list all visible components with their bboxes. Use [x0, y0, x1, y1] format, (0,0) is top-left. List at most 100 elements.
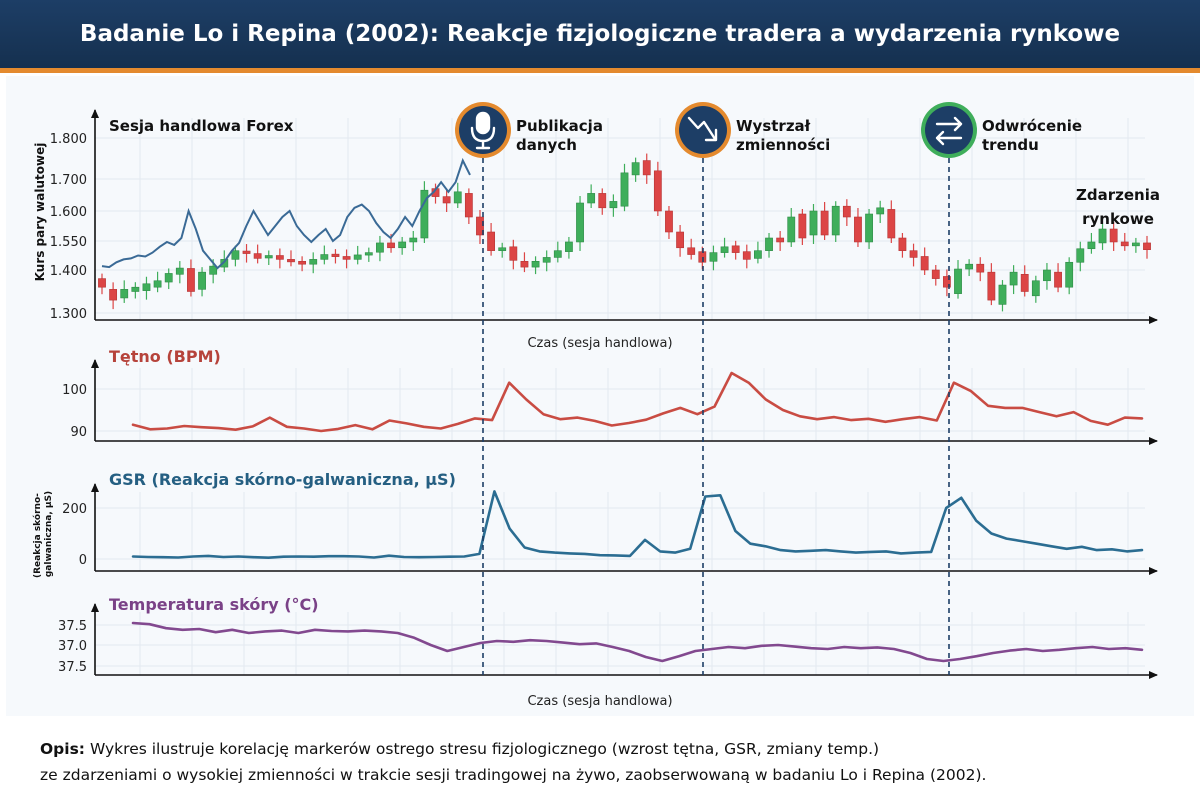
hr-chart-title: Tętno (BPM): [109, 347, 221, 366]
candle-body: [609, 201, 618, 209]
price-series-line: [101, 157, 471, 270]
candle-body: [376, 242, 384, 253]
candle-body: [798, 213, 807, 239]
microphone-icon: [470, 111, 496, 150]
candle-body: [464, 193, 473, 218]
description-line2: ze zdarzeniami o wysokiej zmienności w t…: [40, 766, 987, 784]
event-marker-disc: [925, 106, 973, 154]
candle-body: [1020, 273, 1029, 292]
candle-body: [487, 231, 495, 251]
description-text1: Wykres ilustruje korelację markerów ostr…: [89, 740, 880, 758]
trend-line: [687, 116, 717, 141]
candle-body: [731, 245, 740, 253]
candle-body: [687, 247, 696, 255]
page-title-text: Badanie Lo i Repina (2002): Reakcje fizj…: [79, 21, 1121, 47]
reverse-arrows-icon: [935, 116, 963, 146]
header-accent-line: [0, 68, 1200, 73]
candle-body: [275, 255, 284, 260]
candle-body: [320, 254, 329, 260]
candle-body: [776, 237, 785, 243]
event-marker-3: [921, 102, 977, 158]
candle-body: [820, 210, 829, 236]
y-tick-label: 1.400: [50, 264, 87, 279]
description-label: Opis:: [40, 740, 86, 758]
candle-body: [120, 289, 129, 299]
candle-body: [231, 250, 240, 260]
y-tick-label: 200: [62, 502, 87, 517]
arrow-head: [704, 128, 718, 142]
candle-body: [720, 246, 729, 253]
candle-body: [954, 268, 962, 294]
candle-body: [1076, 248, 1085, 263]
candle-body: [887, 209, 896, 239]
candle-body: [665, 210, 673, 233]
candle-body: [1065, 261, 1074, 288]
candles-layer: [98, 153, 1151, 312]
candle-body: [598, 193, 607, 209]
candle-body: [765, 237, 773, 251]
candle-body: [631, 162, 640, 176]
y-tick-label: 37.5: [58, 660, 87, 675]
event-label-line1: Publikacja: [516, 117, 603, 135]
candle-body: [809, 210, 818, 236]
event-marker-disc: [679, 106, 727, 154]
candle-body: [942, 276, 951, 288]
temp-chart-title: Temperatura skóry (°C): [109, 595, 319, 614]
candle-body: [198, 271, 206, 290]
gsr-y-axis-label-line2: galwaniczna, µS): [44, 491, 54, 577]
candle-body: [98, 278, 106, 288]
candle-body: [298, 260, 307, 265]
event-marker-1: [455, 102, 511, 158]
arrow-left: [935, 130, 963, 146]
description-line1: Opis: Wykres ilustruje korelację markeró…: [40, 736, 1170, 762]
candle-body: [831, 205, 840, 236]
price-chart-title: Sesja handlowa Forex: [109, 117, 294, 135]
event-label-line1: Wystrzał: [736, 117, 811, 135]
candle-body: [587, 193, 596, 204]
candle-body: [542, 257, 551, 263]
page-title: Badanie Lo i Repina (2002): Reakcje fizj…: [0, 0, 1200, 68]
candle-body: [1087, 241, 1096, 250]
event-label-line2: danych: [516, 136, 577, 154]
gsr-y-axis-label-line1: (Reakcja skórno-: [32, 493, 43, 578]
gsr-line: [131, 490, 1144, 559]
candle-body: [787, 216, 796, 243]
stress-chart: 1.800 1.700 1.600 1.550 1.400 1.300 100 90 200 0 3…: [32, 102, 1160, 709]
y-tick-label: 100: [62, 383, 87, 398]
candle-body: [364, 252, 373, 256]
candle-body: [142, 283, 151, 291]
gsr-y-axis-label: (Reakcja skórno- galwaniczna, µS): [32, 490, 54, 578]
candle-body: [220, 259, 229, 268]
y-tick-label: 1.700: [50, 173, 87, 188]
candle-body: [876, 207, 885, 215]
candle-body: [642, 160, 651, 176]
skin-temp-line: [131, 621, 1144, 663]
candle-body: [442, 196, 451, 204]
y-tick-label: 1.300: [50, 307, 87, 322]
y-tick-label: 1.600: [50, 205, 87, 220]
candle-body: [1031, 280, 1040, 297]
candle-body: [1054, 271, 1062, 288]
candle-body: [242, 250, 251, 254]
candle-body: [398, 241, 407, 249]
candle-body: [754, 250, 762, 259]
candle-body: [175, 267, 184, 275]
candle-body: [565, 241, 573, 252]
candle-body: [498, 247, 507, 251]
candle-body: [264, 255, 273, 259]
axes-layer: [91, 109, 1158, 679]
candle-body: [920, 256, 929, 271]
candle-body: [187, 268, 195, 292]
price-y-axis-label: Kurs pary walutowej: [33, 143, 47, 282]
candle-body: [1120, 241, 1129, 247]
candle-body: [1109, 228, 1118, 243]
candle-body: [742, 251, 751, 260]
side-label-line1: Zdarzenia: [1076, 186, 1160, 204]
mic-body: [475, 111, 491, 135]
candle-body: [253, 253, 262, 259]
event-label-line2: zmienności: [736, 136, 830, 154]
candle-body: [898, 237, 907, 251]
trend-down-arrow-icon: [687, 116, 718, 142]
candle-body: [553, 250, 562, 258]
heart-rate-line: [131, 371, 1144, 433]
